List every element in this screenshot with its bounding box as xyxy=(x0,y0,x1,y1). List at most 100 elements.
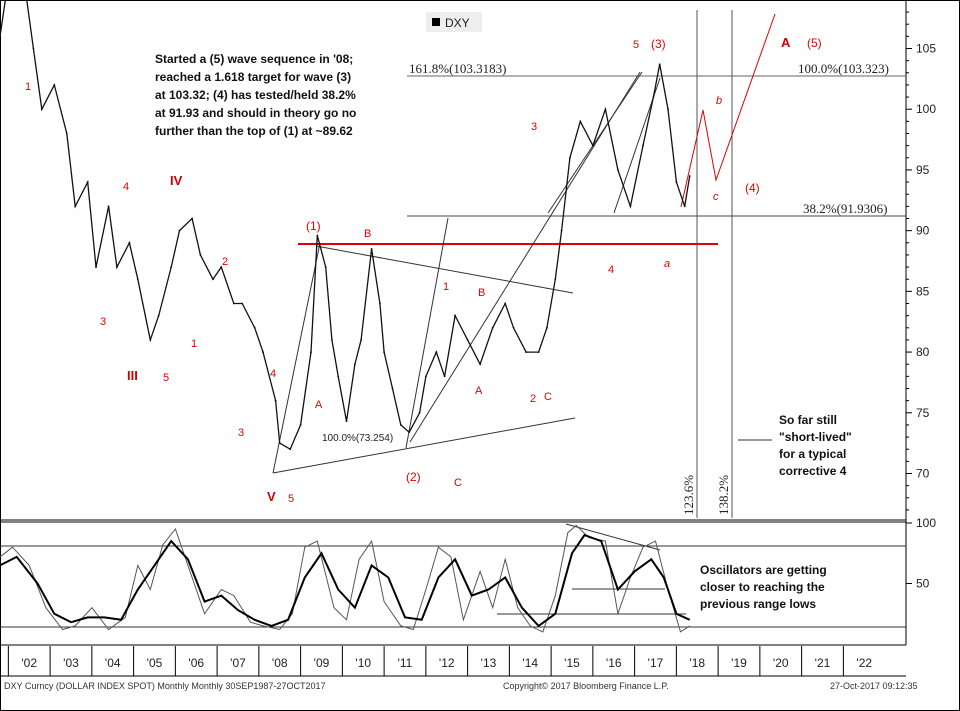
price-point xyxy=(443,375,446,378)
note-line: Started a (5) wave sequence in '08; xyxy=(155,52,353,66)
note-line: for a typical xyxy=(779,447,846,461)
x-tick-label: '03 xyxy=(63,656,79,670)
x-tick-label: '09 xyxy=(314,656,330,670)
price-point xyxy=(331,339,333,341)
price-point xyxy=(525,351,527,353)
price-point xyxy=(337,375,340,378)
wave-label: a xyxy=(664,258,670,270)
price-point xyxy=(454,314,456,317)
price-line xyxy=(0,0,691,451)
note-oscillators: Oscillators are getting closer to reachi… xyxy=(700,563,827,611)
wave-label: B xyxy=(364,228,371,240)
price-point xyxy=(274,399,277,402)
price-point xyxy=(107,205,110,208)
x-tick-label: '22 xyxy=(856,656,872,670)
price-point xyxy=(579,120,582,123)
note-main: Started a (5) wave sequence in '08; reac… xyxy=(155,52,356,138)
price-point xyxy=(95,266,97,268)
price-point xyxy=(136,278,139,281)
oscillator-aux-lines xyxy=(0,523,906,628)
x-tick-label: '18 xyxy=(689,656,705,670)
fib-label-100: 100.0%(73.254) xyxy=(322,433,393,444)
price-point xyxy=(560,229,563,232)
x-tick-label: '10 xyxy=(355,656,371,670)
x-tick-label: '13 xyxy=(481,656,497,670)
footer-copyright: Copyright© 2017 Bloomberg Finance L.P. xyxy=(503,681,669,691)
price-point xyxy=(504,302,507,305)
oscillator-fast-line xyxy=(0,524,690,633)
price-tick-label: 100 xyxy=(916,102,936,116)
price-tick-label: 105 xyxy=(916,42,936,56)
price-point xyxy=(253,326,256,329)
note-line: So far still xyxy=(779,413,837,427)
wave-label: 1 xyxy=(191,338,197,350)
wave-label: (2) xyxy=(406,470,421,484)
note-short-lived: So far still "short-lived" for a typical… xyxy=(779,413,852,478)
legend-box xyxy=(426,12,482,32)
price-point xyxy=(128,241,131,244)
x-tick-label: '12 xyxy=(439,656,455,670)
wave-label: B xyxy=(478,287,485,299)
wave-label: 1 xyxy=(25,81,31,93)
price-point xyxy=(299,424,302,426)
osc-divergence-line xyxy=(565,523,661,551)
price-point xyxy=(683,205,686,208)
price-point xyxy=(642,144,644,147)
price-series xyxy=(0,0,691,451)
price-point xyxy=(512,326,515,329)
fib-161-label: 161.8%(103.3183) xyxy=(409,61,507,76)
price-point xyxy=(262,351,264,353)
price-point xyxy=(278,442,281,445)
price-point xyxy=(569,156,571,159)
price-point xyxy=(408,431,411,434)
price-point xyxy=(74,205,77,208)
price-point xyxy=(149,339,152,341)
wave-label: b xyxy=(716,95,722,107)
wave-label: 1 xyxy=(443,281,449,293)
wave-label: A xyxy=(475,385,483,397)
triangle-upper-line xyxy=(315,245,574,294)
note-line: at 103.32; (4) has tested/held 38.2% xyxy=(155,88,356,102)
x-tick-label: '15 xyxy=(564,656,580,670)
wave-c-line xyxy=(405,217,449,449)
price-point xyxy=(391,387,394,390)
price-point xyxy=(232,302,235,305)
wave-label: C xyxy=(454,477,462,489)
x-tick-label: '19 xyxy=(731,656,747,670)
price-point xyxy=(241,302,244,305)
price-point xyxy=(353,363,356,366)
grid xyxy=(7,646,844,676)
price-point xyxy=(220,266,223,268)
price-point xyxy=(360,339,363,341)
price-point xyxy=(652,96,655,98)
wave-labels: 1 4 IV 3 III 5 2 1 4 3 A V 5 (1) B 1 B A… xyxy=(25,35,822,505)
time-123-label: 123.6% xyxy=(681,475,696,515)
price-point xyxy=(345,420,348,423)
price-point xyxy=(310,351,312,353)
footer-source: DXY Curncy (DOLLAR INDEX SPOT) Monthly M… xyxy=(4,681,325,691)
wave-label: 5 xyxy=(288,493,294,505)
osc-tick-label: 100 xyxy=(916,516,936,530)
osc-tick-label: 50 xyxy=(916,577,930,591)
technical-lines xyxy=(272,10,906,518)
wave-label: 4 xyxy=(608,264,614,276)
price-point xyxy=(383,351,386,353)
price-axis: 70 75 80 85 90 95 100 105 xyxy=(906,11,936,511)
price-point xyxy=(212,278,214,281)
note-line: "short-lived" xyxy=(779,430,852,444)
wave-label: 2 xyxy=(222,256,228,268)
wave3-upper-channel xyxy=(547,71,643,214)
price-point xyxy=(157,314,160,317)
wave-label: (4) xyxy=(745,181,760,195)
x-tick-label: '08 xyxy=(272,656,288,670)
projection-path xyxy=(680,13,776,208)
wave-label: (1) xyxy=(306,219,321,233)
wave-label: A xyxy=(781,35,791,50)
x-tick-label: '04 xyxy=(105,656,121,670)
price-tick-label: 85 xyxy=(916,284,930,298)
wave-label: (5) xyxy=(807,36,822,50)
price-point xyxy=(289,448,292,451)
price-point xyxy=(424,375,427,378)
oscillator-series xyxy=(0,524,691,633)
